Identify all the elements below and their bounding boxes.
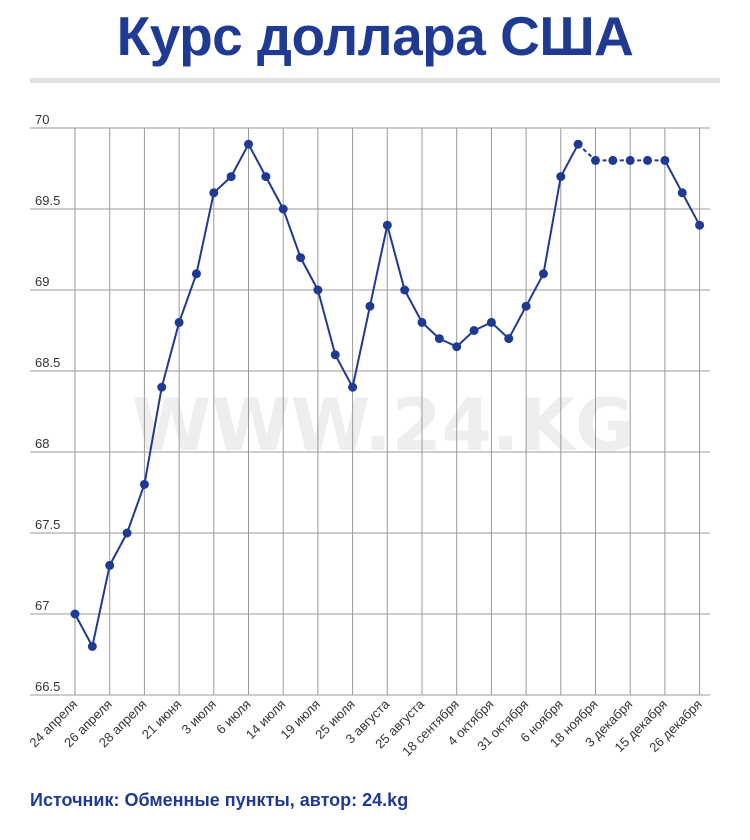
data-point [365,301,375,311]
data-point [122,528,132,538]
series-segment [681,192,701,226]
series-segment [230,143,250,178]
data-point [139,479,149,489]
data-point [296,253,306,263]
data-point [400,285,410,295]
data-point [660,155,670,165]
data-point [695,220,705,230]
series-segment [559,143,580,178]
data-point [191,269,201,279]
data-point [261,172,271,182]
data-point [538,269,548,279]
series-segment [160,322,181,388]
data-point [608,155,618,165]
chart-title: Курс доллара США [116,5,634,67]
data-point [105,560,115,570]
data-point [348,382,358,392]
data-point [226,172,236,182]
series-segment [542,176,562,274]
y-tick-label: 67.5 [35,517,60,532]
series-segment [178,273,198,323]
series-segment [507,305,527,340]
data-point [591,155,600,165]
series-segment [386,224,406,291]
series-usd-rate [70,139,705,651]
y-tick-label: 66.5 [35,679,60,694]
data-point [521,301,531,311]
data-point [417,317,427,327]
series-segment [664,159,684,194]
series-segment [334,354,354,388]
y-tick-label: 68 [35,436,49,451]
x-tick-label: 3 июля [178,697,218,737]
source-caption: Источник: Обменные пункты, автор: 24.kg [30,790,409,810]
data-point [677,188,687,198]
series-segment [143,387,163,485]
y-tick-label: 70 [35,112,49,127]
data-point [434,334,444,344]
data-point [452,342,462,352]
grid-lines [30,127,710,696]
data-point [174,317,184,327]
data-point [625,155,635,165]
series-segment [264,176,285,210]
data-point [573,139,583,149]
data-point [486,317,496,327]
series-segment [299,257,319,291]
y-tick-label: 67 [35,598,49,613]
data-point [278,204,288,214]
y-axis-labels: 70 69.5 69 68.5 68 67.5 67 66.5 [35,112,60,694]
series-segment [74,613,94,647]
data-point [556,172,566,182]
series-segment [195,192,215,275]
y-tick-label: 68.5 [35,355,60,370]
data-point [382,220,392,230]
series-segment [91,565,111,647]
data-point [469,326,479,335]
data-point [209,188,219,198]
series-segment [368,224,389,307]
data-point [157,382,167,392]
watermark: WWW.24.KG [132,383,634,467]
series-segment [108,532,128,566]
data-point [643,155,653,165]
series-segment [316,289,337,356]
series-segment [247,143,267,178]
title-divider [30,78,720,83]
data-point [70,609,80,619]
data-point [244,139,253,149]
data-point [330,350,340,360]
series-segment [351,305,371,388]
series-segment [126,484,146,534]
series-segment [403,289,423,323]
y-tick-label: 69 [35,274,49,289]
series-segment [282,208,302,258]
data-point [504,334,514,344]
y-tick-label: 69.5 [35,193,60,208]
data-point [87,641,97,651]
data-point [313,285,323,295]
series-segment [525,273,545,307]
